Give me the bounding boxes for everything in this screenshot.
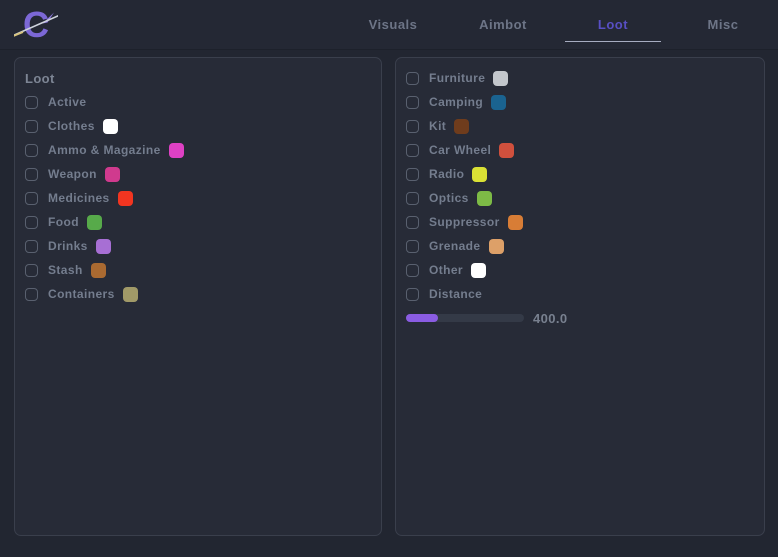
label-food: Food	[48, 215, 79, 229]
row-grenade: Grenade	[406, 234, 754, 258]
checkbox-distance[interactable]	[406, 287, 419, 301]
distance-slider-row: 400.0	[406, 306, 754, 330]
row-ammo-magazine: Ammo & Magazine	[25, 138, 371, 162]
tab-bar: Visuals Aimbot Loot Misc	[338, 0, 778, 49]
checkbox-weapon[interactable]	[25, 167, 38, 181]
tab-visuals[interactable]: Visuals	[368, 17, 418, 32]
label-car-wheel: Car Wheel	[429, 143, 492, 157]
row-containers: Containers	[25, 282, 371, 306]
row-stash: Stash	[25, 258, 371, 282]
row-weapon: Weapon	[25, 162, 371, 186]
label-drinks: Drinks	[48, 239, 88, 253]
color-swatch-grenade[interactable]	[488, 238, 504, 254]
top-bar: C Visuals Aimbot Loot Misc	[0, 0, 778, 50]
row-optics: Optics	[406, 186, 754, 210]
color-swatch-camping[interactable]	[491, 94, 507, 110]
row-drinks: Drinks	[25, 234, 371, 258]
loot-panel-left: Loot Active Clothes Ammo & Magazine Weap…	[14, 57, 382, 536]
color-swatch-food[interactable]	[86, 214, 102, 230]
row-food: Food	[25, 210, 371, 234]
row-radio: Radio	[406, 162, 754, 186]
color-swatch-clothes[interactable]	[102, 118, 118, 134]
label-weapon: Weapon	[48, 167, 97, 181]
color-swatch-optics[interactable]	[476, 190, 492, 206]
checkbox-containers[interactable]	[25, 287, 38, 301]
checkbox-ammo-magazine[interactable]	[25, 143, 38, 157]
label-medicines: Medicines	[48, 191, 110, 205]
label-grenade: Grenade	[429, 239, 481, 253]
checkbox-food[interactable]	[25, 215, 38, 229]
label-radio: Radio	[429, 167, 465, 181]
color-swatch-furniture[interactable]	[493, 70, 509, 86]
checkbox-medicines[interactable]	[25, 191, 38, 205]
row-other: Other	[406, 258, 754, 282]
color-swatch-stash[interactable]	[90, 262, 106, 278]
loot-panel-right: Furniture Camping Kit Car Wheel Radio Op…	[395, 57, 765, 536]
label-furniture: Furniture	[429, 71, 486, 85]
row-suppressor: Suppressor	[406, 210, 754, 234]
label-suppressor: Suppressor	[429, 215, 500, 229]
checkbox-camping[interactable]	[406, 95, 419, 109]
color-swatch-radio[interactable]	[472, 166, 488, 182]
checkbox-clothes[interactable]	[25, 119, 38, 133]
checkbox-furniture[interactable]	[406, 71, 419, 85]
label-kit: Kit	[429, 119, 447, 133]
tab-aimbot[interactable]: Aimbot	[479, 17, 527, 32]
label-stash: Stash	[48, 263, 83, 277]
distance-slider[interactable]	[406, 314, 524, 322]
row-kit: Kit	[406, 114, 754, 138]
color-swatch-suppressor[interactable]	[507, 214, 523, 230]
checkbox-grenade[interactable]	[406, 239, 419, 253]
color-swatch-other[interactable]	[471, 262, 487, 278]
panel-title: Loot	[25, 70, 55, 86]
tab-misc[interactable]: Misc	[707, 17, 739, 32]
label-containers: Containers	[48, 287, 115, 301]
row-medicines: Medicines	[25, 186, 371, 210]
row-active: Active	[25, 90, 371, 114]
label-distance: Distance	[429, 287, 483, 301]
color-swatch-medicines[interactable]	[117, 190, 133, 206]
tab-loot[interactable]: Loot	[564, 0, 662, 49]
checkbox-active[interactable]	[25, 95, 38, 109]
checkbox-car-wheel[interactable]	[406, 143, 419, 157]
row-furniture: Furniture	[406, 66, 754, 90]
checkbox-drinks[interactable]	[25, 239, 38, 253]
checkbox-other[interactable]	[406, 263, 419, 277]
checkbox-kit[interactable]	[406, 119, 419, 133]
color-swatch-car-wheel[interactable]	[499, 142, 515, 158]
label-other: Other	[429, 263, 464, 277]
svg-text:C: C	[23, 4, 49, 45]
checkbox-radio[interactable]	[406, 167, 419, 181]
color-swatch-ammo-magazine[interactable]	[168, 142, 184, 158]
color-swatch-kit[interactable]	[454, 118, 470, 134]
row-car-wheel: Car Wheel	[406, 138, 754, 162]
label-camping: Camping	[429, 95, 484, 109]
color-swatch-containers[interactable]	[122, 286, 138, 302]
row-clothes: Clothes	[25, 114, 371, 138]
distance-slider-fill[interactable]	[406, 314, 438, 322]
checkbox-stash[interactable]	[25, 263, 38, 277]
color-swatch-drinks[interactable]	[95, 238, 111, 254]
label-optics: Optics	[429, 191, 469, 205]
checkbox-suppressor[interactable]	[406, 215, 419, 229]
row-distance: Distance	[406, 282, 754, 306]
label-ammo-magazine: Ammo & Magazine	[48, 143, 161, 157]
label-clothes: Clothes	[48, 119, 95, 133]
distance-slider-value: 400.0	[533, 310, 568, 326]
checkbox-optics[interactable]	[406, 191, 419, 205]
color-swatch-weapon[interactable]	[104, 166, 120, 182]
row-camping: Camping	[406, 90, 754, 114]
app-logo-icon: C	[14, 4, 58, 45]
label-active: Active	[48, 95, 87, 109]
